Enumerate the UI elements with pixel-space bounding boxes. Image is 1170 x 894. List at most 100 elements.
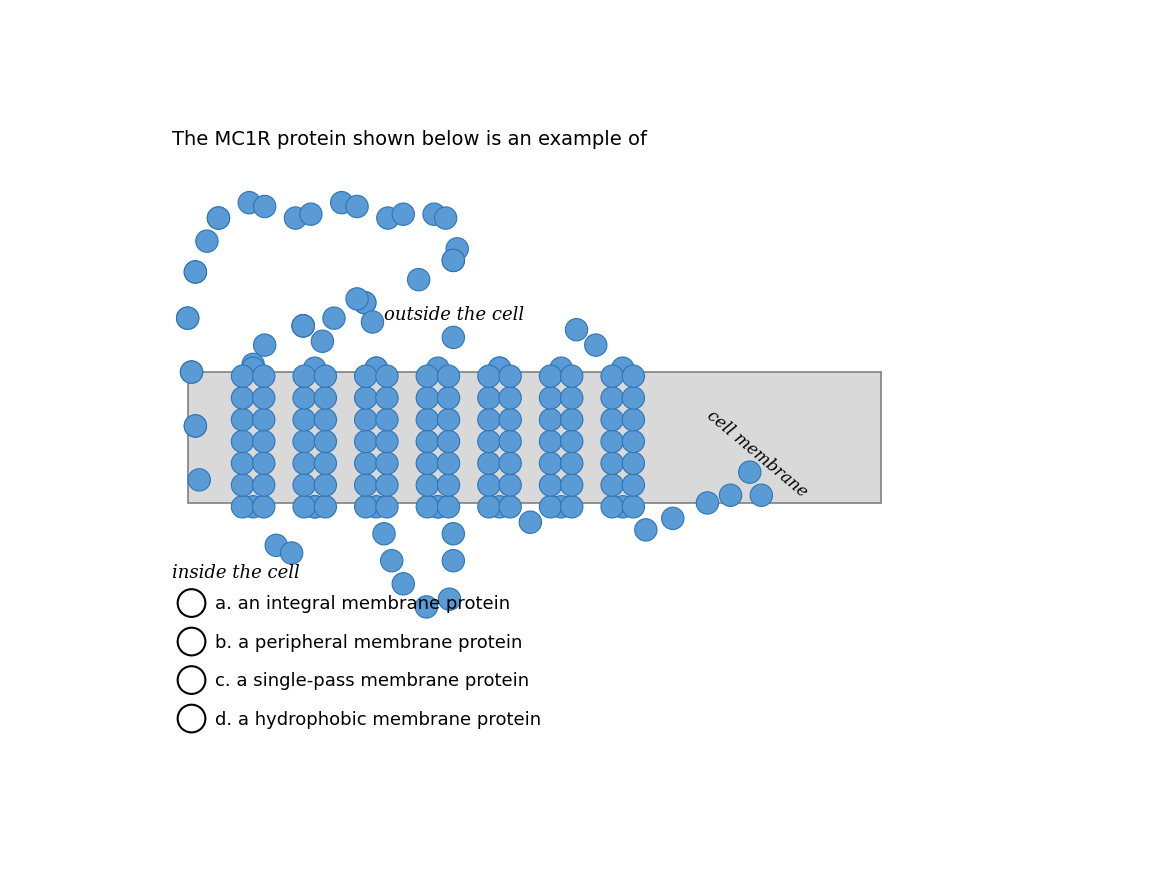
Circle shape <box>438 452 460 475</box>
Text: c. a single-pass membrane protein: c. a single-pass membrane protein <box>214 671 529 689</box>
Circle shape <box>407 269 429 291</box>
Circle shape <box>284 207 307 230</box>
Text: d. a hydrophobic membrane protein: d. a hydrophobic membrane protein <box>214 710 541 728</box>
Circle shape <box>438 496 460 519</box>
Circle shape <box>539 496 562 519</box>
Circle shape <box>417 387 439 409</box>
Circle shape <box>232 431 254 453</box>
Circle shape <box>292 316 315 338</box>
Circle shape <box>661 508 684 530</box>
Circle shape <box>292 496 315 519</box>
Circle shape <box>266 535 288 557</box>
Circle shape <box>184 416 207 438</box>
Circle shape <box>232 366 254 388</box>
Circle shape <box>550 496 572 519</box>
Circle shape <box>253 475 275 497</box>
Circle shape <box>184 261 207 283</box>
Circle shape <box>560 387 583 409</box>
Circle shape <box>355 496 377 519</box>
Circle shape <box>232 475 254 497</box>
Circle shape <box>355 431 377 453</box>
Circle shape <box>750 485 772 507</box>
Circle shape <box>519 511 542 534</box>
Circle shape <box>696 493 718 515</box>
Circle shape <box>376 496 398 519</box>
Circle shape <box>242 354 264 376</box>
Circle shape <box>477 366 500 388</box>
Circle shape <box>601 475 624 497</box>
Circle shape <box>355 452 377 475</box>
Circle shape <box>188 469 211 492</box>
Circle shape <box>601 409 624 432</box>
Circle shape <box>303 496 326 519</box>
Circle shape <box>373 523 395 545</box>
Circle shape <box>253 431 275 453</box>
Circle shape <box>427 496 449 519</box>
Circle shape <box>376 452 398 475</box>
Circle shape <box>315 496 337 519</box>
Bar <box>187 373 881 503</box>
Circle shape <box>612 496 634 519</box>
Circle shape <box>346 289 369 311</box>
Circle shape <box>303 496 326 519</box>
Circle shape <box>417 452 439 475</box>
Circle shape <box>539 387 562 409</box>
Circle shape <box>292 316 315 338</box>
Circle shape <box>488 496 510 519</box>
Circle shape <box>601 431 624 453</box>
Circle shape <box>477 475 500 497</box>
Circle shape <box>315 452 337 475</box>
Circle shape <box>292 452 315 475</box>
Circle shape <box>232 409 254 432</box>
Circle shape <box>365 358 387 380</box>
Circle shape <box>427 358 449 380</box>
Circle shape <box>622 409 645 432</box>
Circle shape <box>601 366 624 388</box>
Circle shape <box>380 550 402 572</box>
Circle shape <box>477 409 500 432</box>
Circle shape <box>292 475 315 497</box>
Circle shape <box>560 475 583 497</box>
Circle shape <box>292 387 315 409</box>
Circle shape <box>498 387 522 409</box>
Circle shape <box>178 704 206 732</box>
Circle shape <box>353 292 376 315</box>
Circle shape <box>365 496 387 519</box>
Circle shape <box>177 308 199 330</box>
Circle shape <box>178 589 206 617</box>
Text: inside the cell: inside the cell <box>172 563 300 582</box>
Circle shape <box>585 334 607 357</box>
Circle shape <box>477 496 500 519</box>
Circle shape <box>720 485 742 507</box>
Circle shape <box>355 387 377 409</box>
Circle shape <box>498 496 522 519</box>
Circle shape <box>207 207 229 230</box>
Circle shape <box>477 387 500 409</box>
Circle shape <box>612 358 634 380</box>
Circle shape <box>376 387 398 409</box>
Circle shape <box>442 327 464 350</box>
Circle shape <box>232 496 254 519</box>
Circle shape <box>253 409 275 432</box>
Circle shape <box>622 366 645 388</box>
Circle shape <box>392 573 414 595</box>
Text: b. a peripheral membrane protein: b. a peripheral membrane protein <box>214 633 522 651</box>
Circle shape <box>254 196 276 218</box>
Circle shape <box>178 666 206 694</box>
Circle shape <box>315 409 337 432</box>
Circle shape <box>253 496 275 519</box>
Circle shape <box>560 409 583 432</box>
Circle shape <box>622 452 645 475</box>
Circle shape <box>323 308 345 330</box>
Circle shape <box>254 334 276 357</box>
Circle shape <box>184 261 207 283</box>
Circle shape <box>417 366 439 388</box>
Circle shape <box>422 204 446 226</box>
Text: cell membrane: cell membrane <box>703 407 811 501</box>
Circle shape <box>315 366 337 388</box>
Circle shape <box>177 308 199 330</box>
Circle shape <box>376 475 398 497</box>
Circle shape <box>601 496 624 519</box>
Circle shape <box>292 431 315 453</box>
Circle shape <box>498 452 522 475</box>
